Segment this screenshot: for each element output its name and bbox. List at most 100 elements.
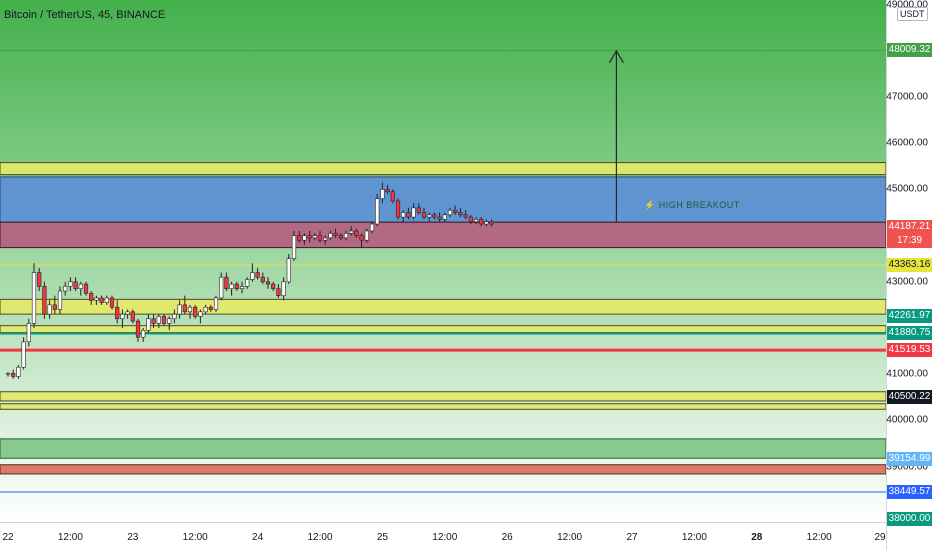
price-tag: 39154.99 — [887, 452, 932, 467]
price-chart[interactable] — [0, 0, 886, 522]
zone-8 — [0, 464, 886, 475]
candle-body-39 — [208, 306, 213, 310]
x-tick-label: 26 — [501, 532, 513, 543]
candle-body-29 — [156, 316, 161, 324]
y-tick-label: 49000.00 — [886, 0, 928, 11]
candle-body-7 — [42, 286, 47, 315]
candle-body-58 — [307, 235, 312, 239]
candle-body-32 — [172, 313, 177, 320]
candle-body-6 — [37, 272, 42, 287]
candle-body-51 — [271, 283, 276, 290]
candle-body-64 — [338, 235, 343, 239]
x-tick-label: 23 — [127, 532, 139, 543]
x-tick-label: 12:00 — [557, 532, 583, 543]
price-tag: 43363.16 — [887, 258, 932, 272]
candle-body-2 — [16, 366, 21, 377]
high-breakout-label: HIGH BREAKOUT — [658, 200, 740, 210]
candle-body-41 — [219, 276, 224, 299]
price-tag-value: 44187.21 — [888, 220, 931, 232]
candle-body-15 — [83, 283, 89, 294]
candle-body-83 — [437, 216, 442, 220]
x-tick-label: 12:00 — [57, 532, 83, 543]
candle-body-25 — [135, 320, 141, 338]
x-tick-label: 12:00 — [307, 532, 333, 543]
candle-body-70 — [369, 223, 375, 232]
price-tag: 48009.32 — [887, 43, 932, 58]
candle-body-9 — [52, 304, 57, 310]
candle-body-4 — [26, 323, 31, 343]
candle-body-45 — [239, 286, 245, 290]
candle-body-93 — [489, 221, 494, 225]
candle-body-27 — [146, 318, 151, 331]
candle-body-57 — [302, 235, 307, 241]
candle-body-92 — [484, 221, 489, 225]
candle-body-91 — [479, 219, 484, 225]
price-tag: 42261.97 — [887, 308, 932, 323]
zone-2 — [0, 221, 886, 249]
candle-body-68 — [359, 235, 364, 241]
x-tick-label: 12:00 — [806, 532, 832, 543]
candle-body-65 — [343, 232, 349, 239]
price-tag: 44187.21 17:39 — [887, 219, 932, 248]
candle-body-73 — [385, 189, 390, 193]
y-tick-label: 39000.00 — [886, 461, 928, 473]
candle-body-50 — [265, 281, 271, 285]
candle-body-74 — [390, 191, 395, 202]
candle-body-88 — [463, 214, 468, 218]
candle-body-87 — [458, 212, 463, 216]
candle-body-1 — [11, 372, 16, 377]
candle-body-0 — [5, 372, 11, 375]
candle-body-11 — [63, 286, 68, 292]
candle-body-12 — [68, 281, 73, 287]
candle-body-81 — [427, 214, 432, 218]
price-tag: 41519.53 — [887, 343, 932, 358]
candle-body-62 — [328, 232, 333, 239]
candle-body-47 — [250, 272, 255, 280]
candle-body-16 — [89, 293, 94, 301]
y-tick-label: 47000.00 — [886, 91, 928, 103]
zone-5 — [0, 391, 886, 402]
candle-body-24 — [130, 311, 135, 322]
candle-body-72 — [380, 189, 385, 199]
candle-body-78 — [411, 207, 416, 218]
y-tick-label: 45000.00 — [886, 183, 928, 195]
price-tag: 38449.57 — [887, 484, 932, 499]
y-tick-label: 40000.00 — [886, 414, 928, 426]
symbol-title[interactable]: Bitcoin / TetherUS, 45, BINANCE — [4, 9, 166, 21]
candle-body-10 — [57, 290, 63, 310]
currency-button[interactable]: USDT — [897, 7, 928, 21]
candle-body-18 — [99, 297, 104, 303]
candle-body-28 — [151, 318, 156, 324]
candle-body-84 — [442, 214, 447, 220]
candle-body-20 — [109, 297, 115, 308]
candle-body-48 — [255, 272, 260, 278]
x-tick-label: 12:00 — [681, 532, 707, 543]
y-tick-label: 46000.00 — [886, 137, 928, 149]
candle-body-44 — [234, 283, 239, 290]
candle-body-69 — [364, 230, 369, 241]
candle-body-34 — [182, 304, 187, 313]
candle-body-60 — [317, 235, 323, 241]
x-tick-label: 12:00 — [432, 532, 458, 543]
candle-body-8 — [47, 304, 52, 315]
background-gradient — [0, 0, 886, 522]
candle-body-35 — [187, 306, 193, 313]
price-axis[interactable]: 49000.00 47000.00 46000.00 45000.00 43000.00… — [886, 0, 932, 550]
candle-body-22 — [120, 313, 125, 320]
candle-body-61 — [323, 237, 328, 241]
zone-6 — [0, 403, 886, 410]
candle-body-49 — [260, 276, 265, 283]
candle-body-33 — [177, 304, 182, 315]
candle-body-42 — [224, 276, 229, 290]
candle-body-86 — [453, 209, 458, 213]
candle-body-17 — [94, 297, 99, 301]
candle-body-19 — [104, 297, 109, 303]
candle-body-63 — [333, 232, 338, 236]
candle-body-79 — [416, 207, 421, 213]
candle-body-14 — [78, 283, 83, 290]
candle-body-46 — [245, 279, 250, 287]
candle-body-59 — [312, 235, 317, 239]
time-axis[interactable]: 22 12:00 23 12:00 24 12:00 25 12:00 26 12:00 27 12:… — [0, 522, 886, 550]
zone-7 — [0, 438, 886, 459]
